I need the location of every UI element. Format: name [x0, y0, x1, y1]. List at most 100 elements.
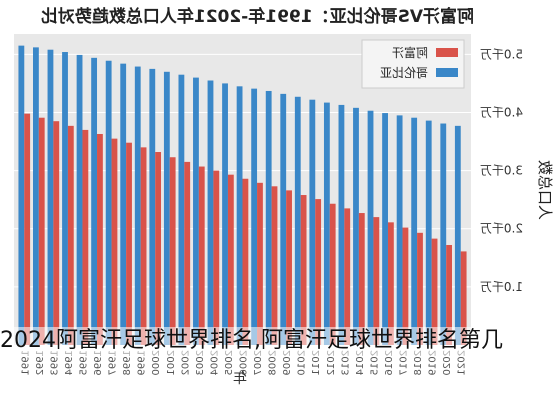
bar-afghanistan-2000 — [155, 152, 162, 345]
bar-afghanistan-2004 — [213, 170, 220, 345]
bar-afghanistan-1991 — [24, 113, 31, 345]
bar-afghanistan-1997 — [111, 138, 118, 345]
x-tick-label: 1995 — [78, 350, 89, 375]
bar-colombia-2020 — [440, 123, 447, 346]
bar-colombia-2005 — [222, 83, 228, 345]
x-tick-label: 2014 — [355, 350, 366, 375]
x-tick-label: 1997 — [108, 350, 119, 375]
bar-afghanistan-2021 — [460, 251, 467, 345]
bar-afghanistan-2005 — [227, 174, 234, 345]
x-tick-label: 2020 — [442, 350, 453, 375]
x-tick-label: 1991 — [20, 350, 31, 375]
y-tick-labels: 1.0千万 2.0千万 3.0千万 4.0千万 5.0千万 — [480, 47, 523, 294]
x-tick-label: 2019 — [428, 350, 439, 375]
bar-colombia-2000 — [149, 68, 156, 345]
legend-label-afghanistan: 阿富汗 — [392, 45, 428, 60]
x-tick-label: 2012 — [326, 350, 337, 375]
bar-colombia-2014 — [353, 107, 359, 345]
bar-afghanistan-2015 — [373, 217, 380, 345]
x-tick-label: 1998 — [122, 350, 133, 375]
legend-swatch-colombia — [436, 68, 458, 77]
bar-afghanistan-2002 — [184, 161, 191, 345]
bar-colombia-1998 — [120, 63, 127, 346]
bar-afghanistan-2016 — [387, 222, 394, 345]
x-tick-label: 2011 — [311, 350, 322, 375]
y-tick-label: 4.0千万 — [480, 105, 523, 119]
y-tick-label: 3.0千万 — [480, 164, 523, 178]
x-tick-label: 2004 — [209, 350, 220, 375]
bar-colombia-2012 — [323, 102, 330, 345]
bar-colombia-2018 — [411, 117, 418, 346]
x-tick-label: 2021 — [457, 350, 468, 375]
bar-colombia-2007 — [251, 88, 258, 345]
bar-afghanistan-1998 — [126, 142, 132, 345]
x-tick-label: 2015 — [369, 350, 380, 375]
x-tick-labels: 1991 1992 1993 1994 1995 1996 1997 1998 1999 2000… — [20, 350, 467, 375]
bar-colombia-1996 — [91, 57, 98, 345]
chart-title: 阿富汗VS哥伦比亚：1991年-2021年人口总数趋势对比 — [40, 7, 474, 27]
legend-swatch-afghanistan — [436, 48, 458, 57]
bar-colombia-2017 — [396, 115, 403, 345]
bar-afghanistan-2019 — [431, 238, 438, 345]
x-tick-label: 2009 — [282, 350, 293, 375]
bar-afghanistan-2017 — [402, 227, 409, 345]
x-tick-label: 1996 — [93, 350, 104, 375]
bar-afghanistan-2003 — [198, 166, 205, 345]
x-tick-label: 1993 — [49, 350, 60, 375]
bar-afghanistan-2012 — [329, 203, 336, 345]
y-tick-label: 1.0千万 — [480, 280, 523, 294]
bar-colombia-1991 — [18, 45, 25, 345]
x-axis-label: 年 — [233, 371, 247, 387]
x-tick-label: 1992 — [35, 350, 46, 375]
bar-colombia-2003 — [193, 77, 199, 345]
x-tick-label: 2000 — [151, 350, 162, 375]
x-tick-label: 1999 — [137, 350, 148, 375]
x-tick-label: 2016 — [384, 350, 395, 375]
bar-afghanistan-1994 — [67, 125, 74, 345]
bar-afghanistan-1993 — [53, 121, 60, 345]
bar-afghanistan-2007 — [257, 182, 263, 345]
bar-colombia-2015 — [367, 110, 374, 345]
bar-afghanistan-2006 — [242, 178, 249, 345]
bar-colombia-2011 — [309, 99, 316, 345]
bar-colombia-2004 — [207, 80, 214, 345]
bar-afghanistan-2001 — [169, 157, 176, 345]
bar-colombia-2021 — [454, 125, 461, 345]
caption-text: 2024阿富汗足球世界排名,阿富汗足球世界排名第几 — [0, 327, 559, 355]
bar-colombia-2008 — [265, 90, 272, 345]
bar-afghanistan-2013 — [344, 208, 351, 345]
bar-afghanistan-2008 — [271, 186, 278, 345]
bar-afghanistan-1992 — [38, 117, 45, 346]
bar-afghanistan-1999 — [140, 147, 147, 345]
bar-afghanistan-2020 — [446, 245, 452, 345]
x-tick-label: 2006 — [239, 350, 250, 375]
bar-colombia-1994 — [62, 52, 68, 346]
bar-colombia-2013 — [338, 104, 345, 345]
bar-afghanistan-2014 — [358, 213, 365, 345]
legend-label-colombia: 哥伦比亚 — [380, 65, 428, 80]
y-tick-label: 2.0千万 — [480, 222, 523, 236]
bar-afghanistan-2011 — [315, 199, 322, 345]
legend: 阿富汗 哥伦比亚 — [361, 39, 465, 89]
bar-colombia-2009 — [280, 93, 287, 346]
x-tick-label: 2008 — [268, 350, 279, 375]
x-tick-label: 1994 — [64, 350, 75, 375]
bar-colombia-2010 — [294, 96, 301, 345]
x-tick-label: 2001 — [166, 350, 177, 375]
x-tick-label: 2005 — [224, 350, 235, 375]
bar-colombia-1993 — [47, 49, 54, 345]
bar-colombia-2019 — [425, 120, 432, 345]
bar-colombia-2002 — [178, 74, 185, 345]
bar-colombia-2001 — [163, 71, 170, 345]
x-tick-label: 2002 — [180, 350, 191, 375]
x-tick-label: 2010 — [297, 350, 308, 375]
bar-colombia-1995 — [76, 54, 83, 346]
bar-afghanistan-2018 — [417, 232, 423, 345]
bar-afghanistan-1995 — [82, 129, 89, 345]
x-tick-label: 2013 — [340, 350, 351, 375]
bar-colombia-1999 — [134, 66, 141, 346]
bar-colombia-2016 — [382, 113, 388, 345]
bar-colombia-2006 — [236, 86, 243, 345]
y-tick-label: 5.0千万 — [480, 47, 523, 61]
